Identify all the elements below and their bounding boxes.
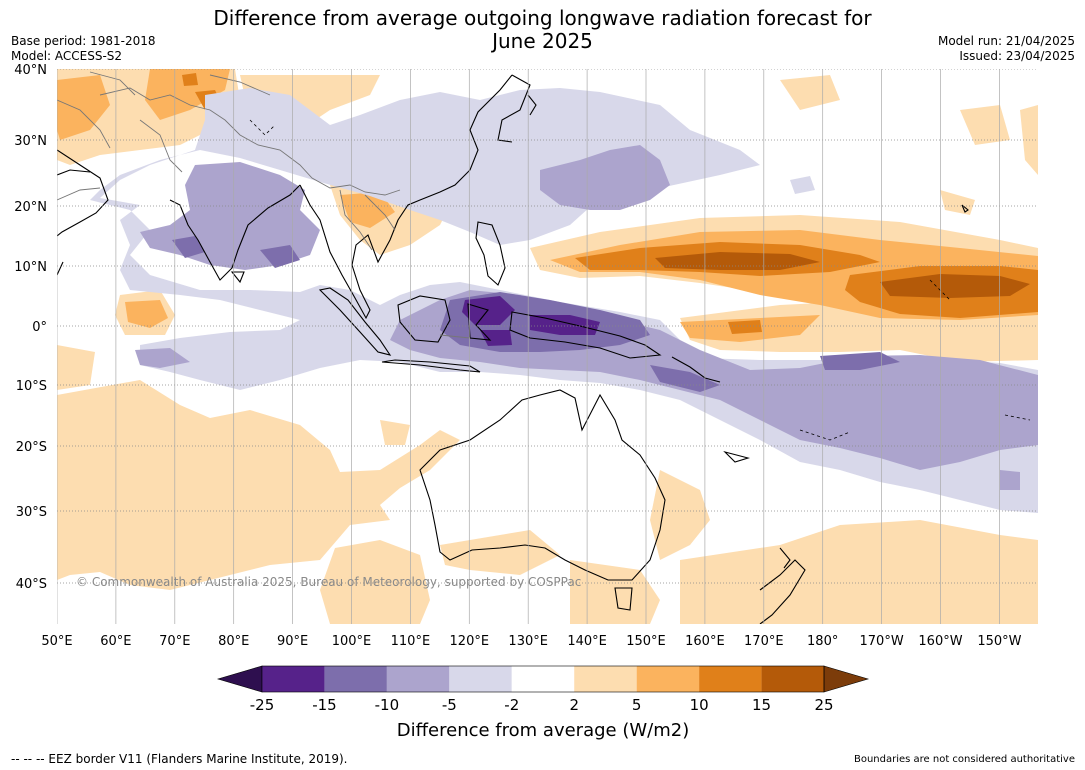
colorbar-swatch <box>262 666 325 692</box>
latitude-labels: 40°N 30°N 20°N 10°N 0° 10°S 20°S 30°S 40°S <box>14 63 47 592</box>
longitude-labels: 50°E 60°E 70°E 80°E 90°E 100°E 110°E 120°E 130°E… <box>41 634 1021 649</box>
lon-label: 170°W <box>860 634 904 649</box>
colorbar-swatch <box>449 666 512 692</box>
colorbar-tick-label: -25 <box>250 696 275 714</box>
gridlines <box>57 69 1038 624</box>
colorbar-tick-label: -15 <box>312 696 337 714</box>
model-run: Model run: 21/04/2025 <box>937 34 1075 48</box>
lon-label: 150°E <box>626 634 666 649</box>
eez-legend-note: -- -- -- EEZ border V11 (Flanders Marine… <box>11 752 348 766</box>
lat-label: 10°N <box>14 260 47 275</box>
colorbar-tick-label: -10 <box>375 696 400 714</box>
lat-label: 30°N <box>14 134 47 149</box>
copyright-notice: © Commonwealth of Australia 2025, Bureau… <box>76 575 582 589</box>
lon-label: 160°E <box>685 634 725 649</box>
lon-label: 120°E <box>450 634 490 649</box>
lat-label: 20°N <box>14 200 47 215</box>
lon-label: 100°E <box>332 634 372 649</box>
title-line-1: Difference from average outgoing longwav… <box>213 6 872 30</box>
lon-label: 130°E <box>508 634 548 649</box>
anomaly-negative-extreme <box>462 296 600 346</box>
issued-date: Issued: 23/04/2025 <box>959 49 1075 63</box>
eez-borders <box>249 119 1031 441</box>
colorbar-swatch <box>761 666 824 692</box>
colorbar-swatch <box>324 666 387 692</box>
lon-label: 80°E <box>218 634 249 649</box>
lat-label: 20°S <box>16 440 47 455</box>
colorbar-tick-label: 2 <box>569 696 579 714</box>
lon-label: 160°W <box>918 634 962 649</box>
lon-label: 170°E <box>744 634 784 649</box>
lon-label: 60°E <box>100 634 131 649</box>
colorbar-tick-label: 15 <box>752 696 771 714</box>
colorbar-extend-min <box>216 665 263 693</box>
colorbar-tick-label: 25 <box>814 696 833 714</box>
colorbar-swatch <box>636 666 700 692</box>
lon-label: 70°E <box>159 634 190 649</box>
lat-label: 40°N <box>14 63 47 78</box>
lon-label: 50°E <box>41 634 72 649</box>
colorbar-frame <box>261 665 825 693</box>
colorbar-tick-label: 5 <box>632 696 642 714</box>
colorbar-swatch <box>386 666 450 692</box>
lon-label: 90°E <box>277 634 308 649</box>
colorbar-swatch <box>699 666 762 692</box>
boundaries-disclaimer: Boundaries are not considered authoritat… <box>853 754 1075 765</box>
lat-label: 10°S <box>16 379 47 394</box>
lat-label: 0° <box>32 320 47 335</box>
map-area <box>57 69 1038 624</box>
lon-label: 150°W <box>977 634 1021 649</box>
lon-label: 180° <box>807 634 838 649</box>
colorbar-tick-label: -5 <box>442 696 457 714</box>
model-name: Model: ACCESS-S2 <box>11 49 123 63</box>
colorbar-swatch <box>574 666 637 692</box>
lat-label: 40°S <box>16 577 47 592</box>
colorbar-extend-max <box>823 665 870 693</box>
country-borders <box>57 71 471 339</box>
lon-label: 110°E <box>391 634 431 649</box>
colorbar-tick-label: 10 <box>690 696 709 714</box>
base-period: Base period: 1981-2018 <box>11 34 156 48</box>
anomaly-positive-extreme <box>655 252 1030 298</box>
lat-label: 30°S <box>16 505 47 520</box>
lon-label: 140°E <box>567 634 607 649</box>
coastlines <box>57 74 969 624</box>
colorbar-title: Difference from average (W/m2) <box>397 720 689 741</box>
title-line-2: June 2025 <box>492 29 593 53</box>
colorbar-swatch <box>511 666 575 692</box>
colorbar-tick-label: -2 <box>504 696 519 714</box>
